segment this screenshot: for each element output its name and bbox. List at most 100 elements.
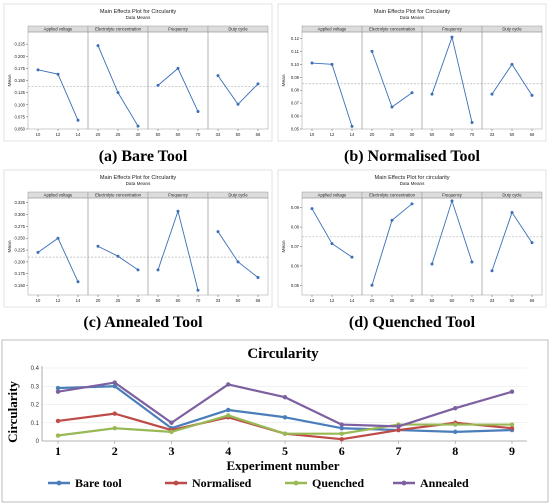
x-tick-label: 14 [76,298,81,303]
caption-a: (a) Bare Tool [99,148,188,165]
legend-label: Bare tool [75,476,122,490]
caption-c: (c) Annealed Tool [83,314,203,331]
series-point [509,422,515,427]
main-effect-point [450,35,454,39]
factor-name: Applied voltage [318,26,347,31]
main-effect-point [310,61,314,65]
x-tick-label: 33 [490,132,495,137]
y-tick-label: 0.275 [15,224,26,229]
main-effects-title: Main Effects Plot for circularity [374,175,449,181]
x-tick-label: 20 [370,298,375,303]
main-effect-point [330,242,334,246]
main-effect-point [350,124,354,128]
x-tick-label: 50 [510,298,515,303]
y-tick-label: 0.4 [31,366,40,372]
factor-name: Frequency [168,192,189,197]
series-point [453,429,458,435]
series-point [55,433,61,438]
y-tick-label: 0.075 [15,114,26,119]
x-tick-label: 50 [156,132,161,137]
y-tick-label: 0.07 [291,244,300,249]
circularity-plot-area: 0 0.1 0.2 0.3 0.4 1 2 3 4 5 6 7 8 9 [31,366,527,458]
main-effect-point [430,262,434,266]
legend-marker [293,480,299,486]
factor-name: Electrolyte concentration [369,26,416,31]
series-point [226,382,231,387]
circularity-chart-xlabel: Experiment number [226,458,339,473]
main-effect-point [96,244,100,248]
x-tick-label: 33 [216,298,221,303]
x-tick-label: 70 [196,132,201,137]
main-effect-point [530,93,534,97]
y-tick-label: 0.225 [15,248,26,253]
main-effect-point [510,62,514,66]
series-point [282,395,288,400]
main-effect-point [216,230,220,234]
factor-name: Duty cycle [228,192,248,197]
factor-name: Duty cycle [502,26,522,31]
factor-name: Frequency [442,26,463,31]
x-tick-label: 60 [450,298,455,303]
main-effect-point [236,260,240,264]
x-tick-label: 25 [390,132,395,137]
y-tick-label: 0.05 [291,127,300,132]
series-point [226,407,231,413]
x-tick-label: 70 [470,298,475,303]
series-point [282,431,288,436]
y-tick-label: 0.09 [291,75,300,80]
main-effect-point [390,105,394,109]
main-effect-point [510,211,514,215]
main-effect-point [410,91,414,95]
x-tick-label: 20 [370,132,375,137]
x-tick-label: 30 [136,298,141,303]
series-point [112,426,117,431]
circularity-chart-frame [1,339,549,503]
main-effect-point [490,269,494,273]
legend-label: Annealed [420,476,469,490]
factor-name: Applied voltage [44,192,73,197]
x-tick-label: 25 [116,298,121,303]
caption-d: (d) Quenched Tool [349,314,476,331]
y-tick-label: 0.2 [31,403,40,409]
main-effect-point [36,250,40,254]
legend-label: Normalised [192,476,252,490]
main-effect-point [136,124,140,128]
x-tick-label: 50 [236,298,241,303]
panel-frame [277,3,547,142]
main-effects-subtitle: Data Means [126,15,151,20]
series-point [169,420,174,425]
y-axis-label-mean: Mean [7,74,13,86]
x-tick-label: 12 [56,298,61,303]
x-tick-label: 4 [225,444,231,458]
main-effect-point [390,218,394,222]
factor-name: Electrolyte concentration [369,192,416,197]
legend-marker [401,480,407,486]
series-point [55,418,61,424]
x-tick-label: 6 [339,444,345,458]
y-tick-label: 0.1 [31,421,40,427]
x-tick-label: 50 [156,298,161,303]
series-point [112,384,117,389]
x-tick-label: 70 [470,132,475,137]
series-point [509,426,515,431]
main-effect-point [256,82,260,86]
main-effect-point [156,83,160,87]
x-tick-label: 66 [530,132,535,137]
x-tick-label: 33 [490,298,495,303]
main-effect-point [490,92,494,96]
x-tick-label: 25 [390,298,395,303]
main-effect-point [256,275,260,279]
y-tick-label: 0.07 [291,101,300,106]
panel-frame [3,169,273,308]
series-point [55,385,61,391]
series-point [112,380,117,385]
x-tick-label: 10 [36,298,41,303]
y-tick-label: 0.150 [15,283,26,288]
y-tick-label: 0.11 [291,49,300,54]
series-point [453,405,458,411]
y-tick-label: 0.06 [291,263,300,268]
x-tick-label: 30 [410,298,415,303]
factor-name: Frequency [168,26,189,31]
